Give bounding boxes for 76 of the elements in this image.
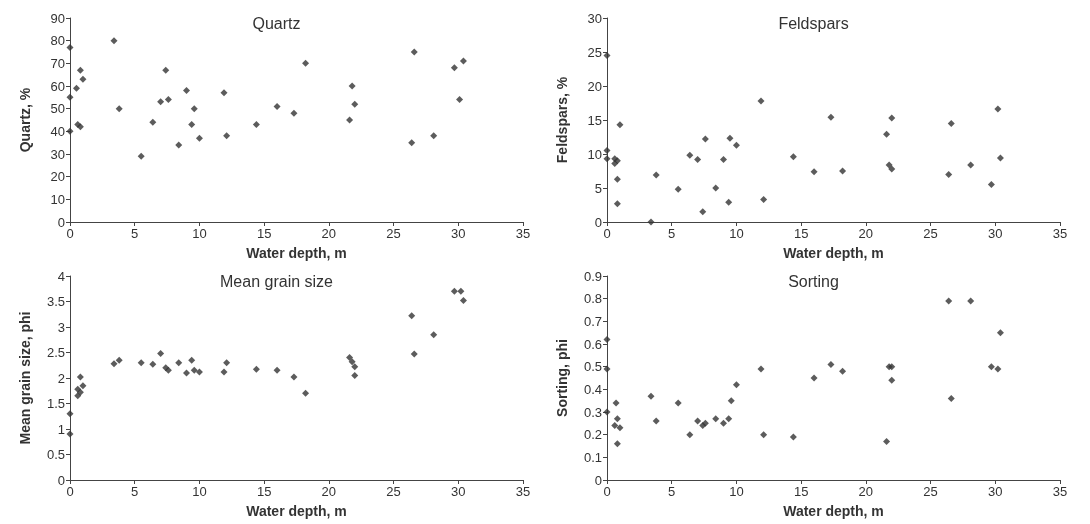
y-tick-label: 70 bbox=[50, 55, 65, 71]
x-tick-label: 35 bbox=[1052, 226, 1068, 241]
x-tick-label: 15 bbox=[256, 484, 272, 499]
y-axis-title: Feldspars, % bbox=[554, 76, 570, 164]
y-tick-label: 30 bbox=[50, 146, 65, 162]
y-tick-label: 0.4 bbox=[583, 381, 602, 397]
x-tick-label: 35 bbox=[1052, 484, 1068, 499]
y-tick-label: 1.5 bbox=[46, 396, 65, 411]
y-tick-label: 0.8 bbox=[583, 291, 602, 307]
y-tick-label: 0.6 bbox=[583, 336, 602, 352]
x-tick-label: 30 bbox=[988, 226, 1003, 241]
y-axis-title: Sorting, phi bbox=[554, 339, 570, 417]
y-axis-title: Mean grain size, phi bbox=[17, 311, 33, 445]
y-tick-label: 40 bbox=[50, 123, 65, 139]
x-tick-label: 10 bbox=[729, 226, 744, 241]
y-tick-label: 15 bbox=[587, 112, 602, 128]
y-tick-label: 0.5 bbox=[46, 447, 65, 462]
x-tick-label: 10 bbox=[192, 484, 207, 499]
y-tick-label: 50 bbox=[50, 101, 65, 117]
x-axis-title: Water depth, m bbox=[783, 503, 884, 519]
x-tick-label: 10 bbox=[192, 226, 207, 241]
y-tick-label: 0.9 bbox=[583, 268, 602, 284]
x-tick-label: 25 bbox=[386, 226, 401, 241]
x-tick-label: 20 bbox=[321, 484, 337, 499]
y-tick-label: 5 bbox=[594, 180, 602, 196]
x-tick-label: 30 bbox=[451, 484, 466, 499]
x-tick-label: 15 bbox=[793, 226, 809, 241]
x-tick-label: 20 bbox=[321, 226, 337, 241]
y-tick-label: 3 bbox=[57, 319, 65, 335]
x-tick-label: 5 bbox=[668, 226, 676, 241]
x-tick-label: 25 bbox=[923, 484, 938, 499]
x-tick-label: 25 bbox=[923, 226, 938, 241]
x-tick-label: 15 bbox=[793, 484, 809, 499]
x-axis-title: Water depth, m bbox=[246, 245, 347, 261]
y-tick-label: 60 bbox=[50, 78, 65, 94]
y-tick-label: 1 bbox=[57, 421, 65, 437]
chart-title: Mean grain size bbox=[220, 272, 334, 290]
x-tick-label: 5 bbox=[131, 484, 139, 499]
x-axis-title: Water depth, m bbox=[783, 245, 884, 261]
x-tick-label: 35 bbox=[515, 226, 531, 241]
y-tick-label: 90 bbox=[50, 10, 65, 26]
y-tick-label: 10 bbox=[50, 191, 65, 207]
x-tick-label: 20 bbox=[858, 484, 874, 499]
y-tick-label: 3.5 bbox=[46, 294, 65, 309]
y-tick-label: 0 bbox=[594, 214, 602, 230]
x-tick-label: 30 bbox=[451, 226, 466, 241]
x-tick-label: 30 bbox=[988, 484, 1003, 499]
y-axis-title: Quartz, % bbox=[17, 87, 33, 153]
x-tick-label: 25 bbox=[386, 484, 401, 499]
x-tick-label: 10 bbox=[729, 484, 744, 499]
chart-title: Feldspars bbox=[778, 14, 849, 32]
y-tick-label: 30 bbox=[587, 10, 602, 26]
y-tick-label: 25 bbox=[587, 44, 602, 60]
x-tick-label: 5 bbox=[131, 226, 139, 241]
y-tick-label: 0 bbox=[594, 472, 602, 488]
y-tick-label: 20 bbox=[50, 169, 65, 185]
y-tick-label: 10 bbox=[587, 146, 602, 162]
x-tick-label: 35 bbox=[515, 484, 531, 499]
y-tick-label: 0 bbox=[57, 214, 65, 230]
y-tick-label: 20 bbox=[587, 78, 602, 94]
chart-title: Sorting bbox=[788, 272, 839, 290]
y-tick-label: 4 bbox=[57, 268, 65, 284]
x-axis-title: Water depth, m bbox=[246, 503, 347, 519]
chart-title: Quartz bbox=[252, 14, 301, 32]
x-tick-label: 15 bbox=[256, 226, 272, 241]
y-tick-label: 0.2 bbox=[583, 427, 602, 443]
y-tick-label: 0.7 bbox=[583, 313, 602, 329]
x-tick-label: 5 bbox=[668, 484, 676, 499]
y-tick-label: 0.1 bbox=[583, 449, 602, 465]
y-tick-label: 80 bbox=[50, 33, 65, 49]
x-tick-label: 20 bbox=[858, 226, 874, 241]
y-tick-label: 0.3 bbox=[583, 404, 602, 420]
y-tick-label: 0 bbox=[57, 472, 65, 488]
y-tick-label: 2 bbox=[57, 370, 65, 386]
y-tick-label: 0.5 bbox=[583, 359, 602, 375]
y-tick-label: 2.5 bbox=[46, 345, 65, 360]
